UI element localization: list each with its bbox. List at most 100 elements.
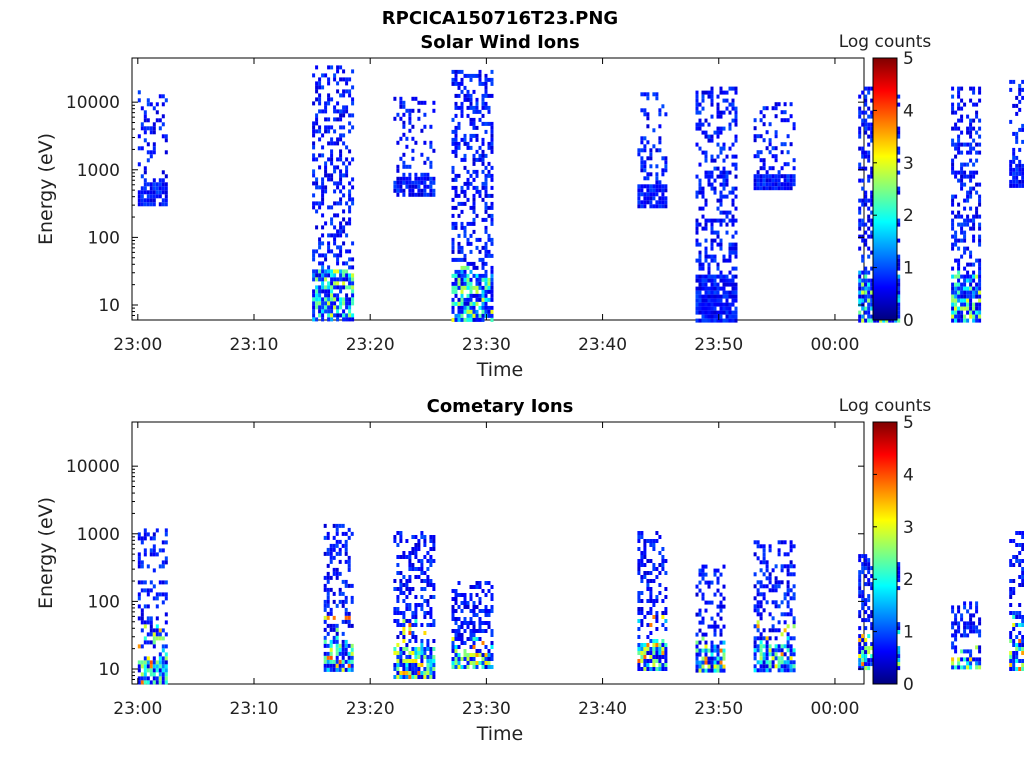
heatmap-cell (957, 266, 961, 271)
heatmap-cell (342, 297, 346, 302)
heatmap-cell (861, 590, 865, 595)
heatmap-cell (405, 587, 409, 591)
heatmap-cell (429, 124, 433, 129)
heatmap-cell (786, 186, 790, 191)
heatmap-cell (405, 659, 409, 663)
heatmap-cell (731, 142, 735, 147)
heatmap-cell (771, 186, 775, 191)
heatmap-cell (339, 173, 343, 178)
heatmap-cell (399, 663, 403, 667)
heatmap-cell (338, 591, 342, 596)
heatmap-cell (454, 645, 458, 649)
heatmap-cell (728, 282, 732, 287)
heatmap-cell (478, 237, 482, 242)
heatmap-cell (713, 302, 717, 307)
heatmap-cell (966, 302, 970, 307)
heatmap-cell (870, 662, 874, 667)
heatmap-cell (870, 646, 874, 651)
heatmap-cell (324, 257, 328, 262)
heatmap-cell (719, 238, 723, 243)
heatmap-cell (722, 596, 726, 601)
heatmap-cell (324, 273, 328, 278)
heatmap-cell (454, 273, 458, 278)
heatmap-cell (324, 269, 328, 274)
heatmap-cell (960, 657, 964, 662)
heatmap-cell (786, 174, 790, 179)
heatmap-cell (728, 314, 732, 319)
heatmap-cell (1009, 659, 1013, 663)
heatmap-cell (339, 109, 343, 114)
heatmap-cell (466, 265, 470, 270)
heatmap-cell (713, 166, 717, 171)
heatmap-cell (420, 595, 424, 599)
heatmap-cell (867, 122, 871, 127)
heatmap-cell (643, 547, 647, 551)
heatmap-cell (149, 668, 153, 673)
heatmap-cell (762, 174, 766, 179)
heatmap-cell (472, 301, 476, 306)
heatmap-cell (161, 548, 165, 553)
heatmap-cell (716, 652, 720, 657)
heatmap-cell (321, 265, 325, 270)
heatmap-cell (777, 580, 781, 585)
heatmap-cell (879, 318, 883, 323)
heatmap-cell (164, 150, 168, 155)
heatmap-cell (484, 593, 488, 597)
heatmap-cell (1018, 647, 1022, 651)
heatmap-cell (463, 201, 467, 206)
heatmap-cell (664, 663, 668, 667)
heatmap-cell (487, 625, 491, 629)
heatmap-cell (146, 616, 150, 621)
heatmap-cell (333, 213, 337, 218)
heatmap-cell (897, 170, 901, 175)
heatmap-cell (429, 623, 433, 627)
heatmap-cell (472, 645, 476, 649)
heatmap-cell (783, 668, 787, 673)
heatmap-cell (867, 234, 871, 239)
heatmap-cell (725, 310, 729, 315)
heatmap-cell (327, 205, 331, 210)
heatmap-cell (454, 629, 458, 633)
heatmap-cell (719, 306, 723, 311)
heatmap-cell (490, 129, 494, 134)
heatmap-cell (719, 668, 723, 673)
heatmap-cell (978, 621, 982, 626)
heatmap-cell (792, 648, 796, 653)
heatmap-cell (345, 173, 349, 178)
heatmap-cell (345, 293, 349, 298)
heatmap-cell (399, 671, 403, 675)
heatmap-cell (329, 543, 333, 548)
heatmap-cell (472, 609, 476, 613)
heatmap-cell (713, 628, 717, 633)
heatmap-cell (710, 138, 714, 143)
heatmap-cell (344, 615, 348, 620)
heatmap-cell (490, 593, 494, 597)
heatmap-cell (704, 660, 708, 665)
heatmap-cell (643, 200, 647, 205)
heatmap-cell (321, 193, 325, 198)
heatmap-cell (405, 643, 409, 647)
heatmap-cell (405, 671, 409, 675)
heatmap-cell (768, 544, 772, 549)
heatmap-cell (484, 605, 488, 609)
heatmap-cell (664, 627, 668, 631)
heatmap-cell (1021, 171, 1024, 176)
heatmap-cell (342, 185, 346, 190)
heatmap-cell (897, 566, 901, 571)
heatmap-cell (481, 153, 485, 158)
heatmap-cell (719, 286, 723, 291)
heatmap-cell (1012, 147, 1016, 152)
heatmap-cell (710, 580, 714, 585)
heatmap-cell (966, 609, 970, 614)
heatmap-cell (725, 290, 729, 295)
heatmap-cell (897, 146, 901, 151)
heatmap-cell (734, 118, 738, 123)
heatmap-cell (484, 101, 488, 106)
heatmap-cell (457, 85, 461, 90)
heatmap-cell (487, 609, 491, 613)
heatmap-cell (655, 627, 659, 631)
heatmap-cell (146, 680, 150, 685)
heatmap-cell (867, 226, 871, 231)
heatmap-cell (472, 273, 476, 278)
heatmap-cell (490, 221, 494, 226)
